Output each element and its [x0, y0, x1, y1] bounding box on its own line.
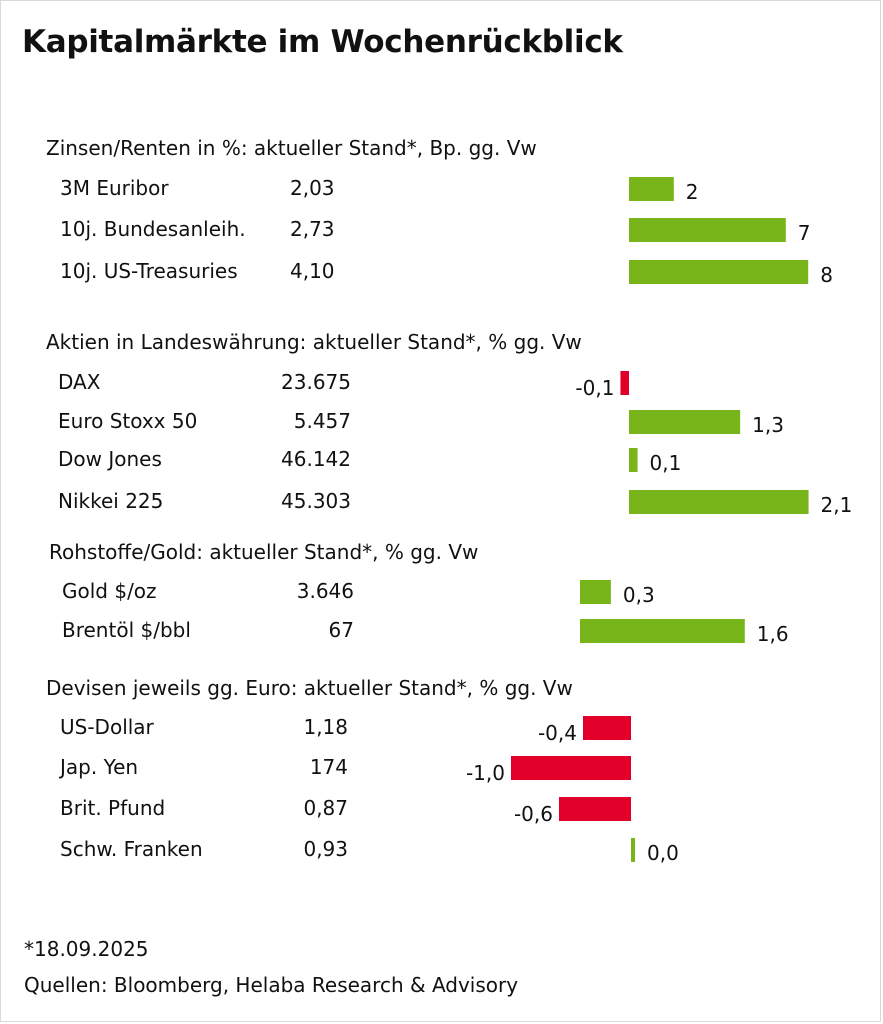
row-label: 10j. Bundesanleih.	[60, 217, 246, 241]
row-label: Euro Stoxx 50	[58, 409, 197, 433]
level-value: 67	[329, 618, 354, 642]
level-value: 2,73	[290, 217, 335, 241]
section-title: Rohstoffe/Gold: aktueller Stand*, % gg. …	[49, 540, 478, 564]
level-value: 0,87	[303, 796, 348, 820]
bar	[629, 448, 638, 472]
row-label: Brentöl $/bbl	[62, 618, 191, 642]
level-value: 3.646	[297, 579, 354, 603]
level-value: 23.675	[281, 370, 351, 394]
date-footnote: *18.09.2025	[24, 937, 149, 961]
bar-value-label: 0,0	[647, 841, 679, 865]
bar	[559, 797, 631, 821]
bar-value-label: -0,4	[538, 721, 577, 745]
bar-value-label: -1,0	[466, 761, 505, 785]
bar-value-label: 1,6	[757, 622, 789, 646]
section-title: Zinsen/Renten in %: aktueller Stand*, Bp…	[46, 136, 537, 160]
bar	[620, 371, 629, 395]
bar-value-label: -0,6	[514, 802, 553, 826]
level-value: 1,18	[303, 715, 348, 739]
level-value: 174	[310, 755, 348, 779]
bar-value-label: 7	[798, 221, 811, 245]
row-label: Gold $/oz	[62, 579, 157, 603]
bar-value-label: -0,1	[575, 376, 614, 400]
row-label: Nikkei 225	[58, 489, 163, 513]
section-title: Devisen jeweils gg. Euro: aktueller Stan…	[46, 676, 573, 700]
bar	[629, 490, 809, 514]
bar	[583, 716, 631, 740]
level-value: 46.142	[281, 447, 351, 471]
section-title: Aktien in Landeswährung: aktueller Stand…	[46, 330, 582, 354]
level-value: 5.457	[294, 409, 351, 433]
bar-value-label: 0,3	[623, 583, 655, 607]
bar	[511, 756, 631, 780]
sources-footnote: Quellen: Bloomberg, Helaba Research & Ad…	[24, 973, 519, 997]
level-value: 2,03	[290, 176, 335, 200]
bar	[629, 410, 741, 434]
bar-value-label: 2	[686, 180, 699, 204]
row-label: Brit. Pfund	[60, 796, 165, 820]
row-label: 3M Euribor	[60, 176, 169, 200]
level-value: 4,10	[290, 259, 335, 283]
bar	[580, 619, 745, 643]
row-label: DAX	[58, 370, 101, 394]
row-label: Dow Jones	[58, 447, 162, 471]
row-label: Jap. Yen	[58, 755, 138, 779]
bar-value-label: 1,3	[752, 413, 784, 437]
bar	[629, 177, 674, 201]
bar	[631, 838, 635, 862]
bar-value-label: 2,1	[821, 493, 853, 517]
bar	[629, 218, 786, 242]
row-label: US-Dollar	[60, 715, 155, 739]
bar	[629, 260, 809, 284]
chart-title: Kapitalmärkte im Wochenrückblick	[22, 24, 623, 60]
row-label: Schw. Franken	[60, 837, 203, 861]
row-label: 10j. US-Treasuries	[60, 259, 238, 283]
bar-value-label: 8	[820, 263, 833, 287]
bar-value-label: 0,1	[650, 451, 682, 475]
bar	[580, 580, 611, 604]
level-value: 0,93	[303, 837, 348, 861]
level-value: 45.303	[281, 489, 351, 513]
